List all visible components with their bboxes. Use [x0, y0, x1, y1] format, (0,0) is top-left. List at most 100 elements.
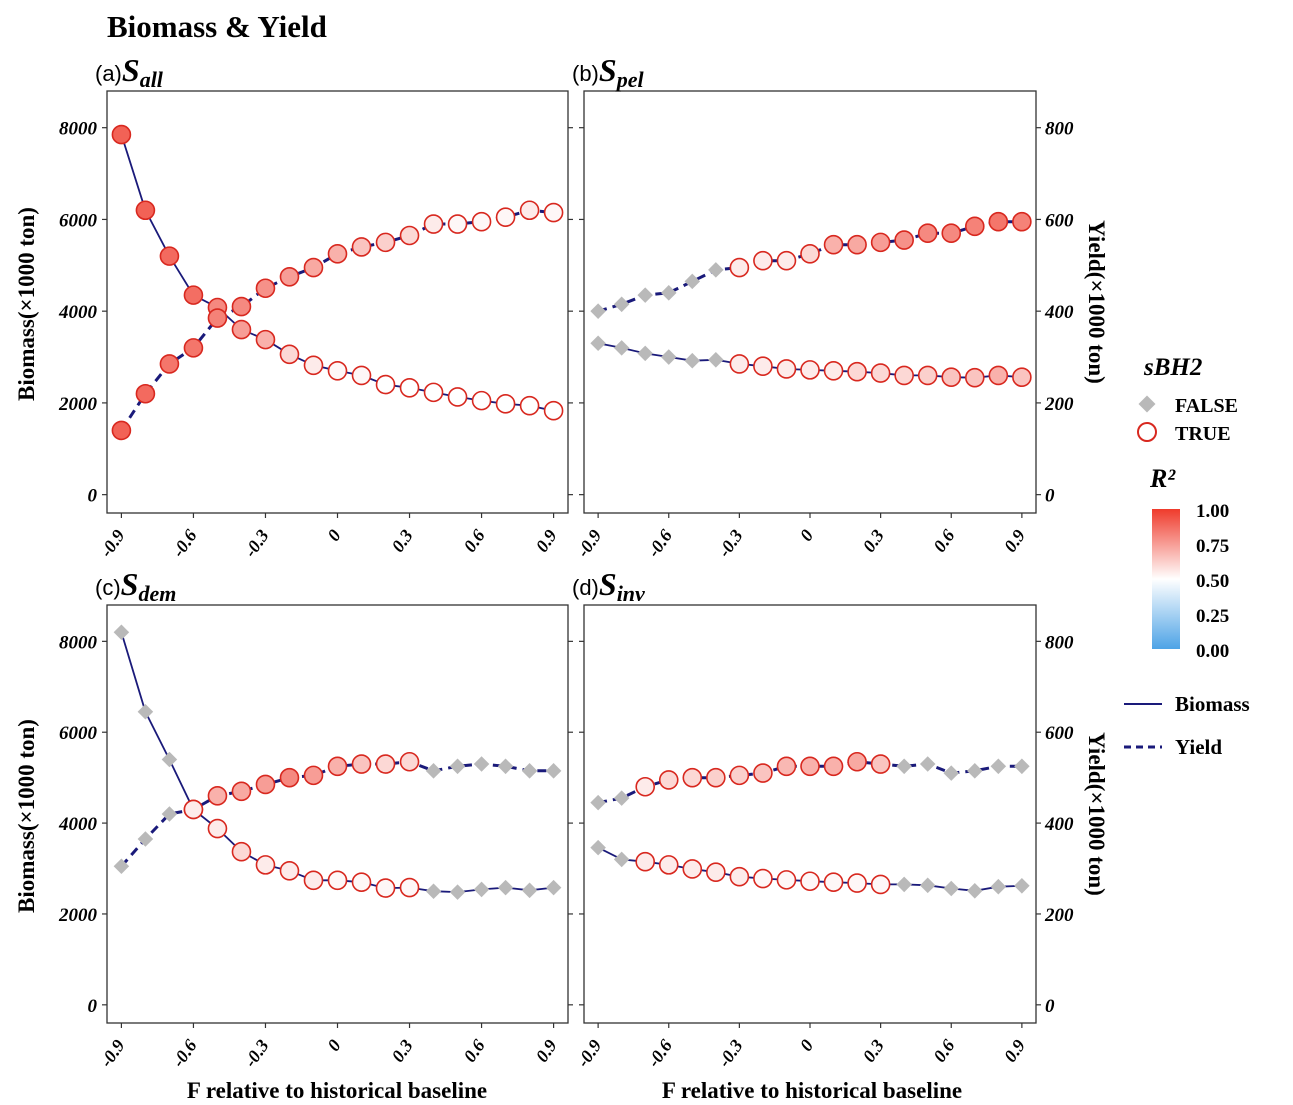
x-tick-label: -0.6 — [168, 526, 201, 561]
yield-point — [988, 211, 1009, 232]
biomass-point — [706, 862, 726, 882]
yield-point — [447, 214, 468, 234]
panel-dem: (c)Sdem 0 2000 4000 6000 8000 -0.9 -0.6 -0.3 0 0.3… — [58, 566, 573, 1071]
yield-point — [545, 763, 562, 779]
biomass-point — [447, 387, 468, 407]
legend-yield-label: Yield — [1175, 735, 1222, 759]
biomass-point — [729, 354, 750, 374]
x-tick-label: 0.3 — [859, 1036, 888, 1066]
biomass-point — [990, 878, 1007, 895]
y-tick-label-left: 6000 — [59, 723, 98, 744]
biomass-point — [255, 855, 276, 875]
legend-false-label: FALSE — [1175, 395, 1238, 417]
plot-frame — [583, 90, 1037, 514]
x-tick-label: -0.6 — [168, 1036, 201, 1071]
y-tick-label-right: 800 — [1045, 119, 1074, 140]
biomass-point — [543, 400, 564, 421]
biomass-point — [519, 395, 540, 416]
biomass-point — [303, 355, 324, 376]
legend-sbh2: sBH2 FALSE TRUE — [1137, 354, 1238, 445]
yield-point — [658, 770, 679, 790]
x-tick-label: -0.3 — [240, 526, 273, 561]
biomass-point — [159, 246, 180, 266]
biomass-point — [471, 390, 492, 411]
x-tick-label: -0.9 — [573, 526, 606, 561]
x-tick-label: 0.9 — [532, 1036, 561, 1066]
biomass-point — [964, 367, 985, 388]
yield-point — [231, 296, 252, 317]
biomass-point — [919, 877, 936, 894]
legend-sbh2-title: sBH2 — [1143, 354, 1202, 381]
y-axis-title-left-bottom: Biomass(×1000 ton) — [14, 719, 39, 913]
yield-point — [351, 237, 372, 257]
yield-point — [303, 257, 324, 278]
yield-point — [543, 202, 564, 223]
yield-point — [399, 751, 420, 772]
biomass-point — [327, 870, 348, 891]
yield-point — [231, 781, 252, 802]
yield-point — [635, 776, 656, 797]
yield-point — [207, 308, 228, 328]
yield-point — [682, 767, 703, 788]
yield-point — [896, 758, 912, 775]
yield-point — [870, 232, 891, 253]
biomass-point — [375, 374, 396, 395]
x-tick-label: -0.9 — [96, 1036, 129, 1071]
biomass-point — [800, 871, 820, 892]
yield-point — [800, 244, 820, 264]
yield-point — [847, 234, 867, 255]
yield-point — [161, 806, 178, 822]
y-axis-title-right-bottom: Yield(×1000 ton) — [1084, 732, 1109, 896]
legend-lines: Biomass Yield — [1124, 692, 1250, 759]
yield-point — [590, 794, 606, 811]
x-tick-label: 0.6 — [929, 526, 958, 556]
colorbar-tick-label: 1.00 — [1196, 501, 1229, 522]
biomass-point — [917, 365, 938, 386]
yield-point — [800, 756, 820, 777]
yield-point — [183, 338, 204, 358]
legend-r2-title: R² — [1149, 464, 1176, 493]
yield-point — [111, 420, 132, 441]
panel-pel: (b)Spel 0 200 400 600 800 -0.9 -0.6 -0.3 0 0.3 0.6 0… — [572, 52, 1074, 561]
y-axis-title-left-top: Biomass(×1000 ton) — [14, 207, 39, 401]
plot-frame — [583, 604, 1037, 1024]
biomass-point — [279, 860, 300, 881]
yield-point — [776, 250, 797, 271]
y-tick-label-left: 6000 — [59, 210, 98, 231]
biomass-point — [753, 868, 773, 889]
x-tick-label: -0.3 — [240, 1036, 273, 1071]
yield-point — [471, 211, 492, 232]
legend-biomass-label: Biomass — [1175, 692, 1250, 716]
x-tick-label: -0.3 — [714, 526, 747, 561]
yield-point — [375, 232, 396, 253]
yield-point — [753, 250, 773, 271]
yield-point — [255, 278, 276, 299]
y-tick-label-right: 0 — [1045, 996, 1055, 1017]
yield-point — [327, 756, 348, 777]
biomass-point — [161, 751, 178, 768]
biomass-point — [894, 365, 914, 386]
yield-point — [423, 214, 444, 234]
yield-point — [964, 216, 985, 237]
x-tick-label: 0.9 — [1000, 526, 1029, 556]
y-tick-label-right: 200 — [1044, 394, 1074, 415]
figure-title: Biomass & Yield — [107, 9, 327, 44]
yield-point — [823, 756, 844, 777]
y-tick-label-right: 800 — [1045, 632, 1074, 653]
biomass-point — [351, 365, 372, 386]
x-tick-label: -0.9 — [573, 1036, 606, 1071]
yield-point — [823, 234, 844, 255]
legend-false-marker — [1138, 395, 1156, 413]
yield-point — [351, 754, 372, 774]
x-tick-label: -0.9 — [96, 526, 129, 561]
x-tick-label: -0.6 — [643, 526, 676, 561]
yield-point — [399, 225, 420, 246]
legend-true-label: TRUE — [1175, 423, 1231, 445]
yield-point — [495, 207, 516, 227]
yield-point — [279, 767, 300, 788]
x-tick-label: 0.3 — [859, 526, 888, 556]
biomass-point — [399, 877, 420, 898]
legend-r2: R² 1.00 0.75 0.50 0.25 0.00 — [1149, 464, 1229, 662]
y-tick-label-right: 400 — [1044, 814, 1074, 835]
